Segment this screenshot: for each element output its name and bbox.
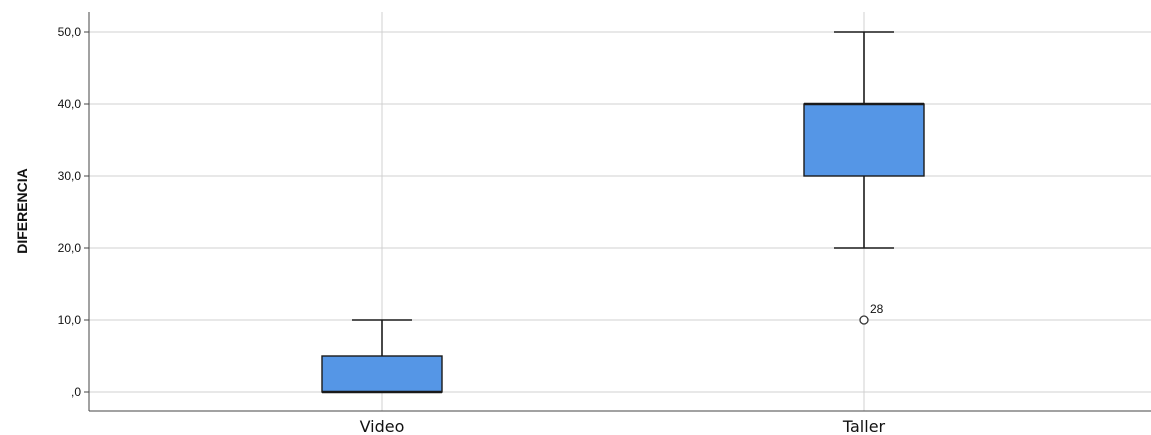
x-tick-label: Taller (842, 417, 886, 435)
x-tick-labels: Video Taller (360, 417, 886, 435)
box-video (322, 320, 442, 392)
axes (84, 12, 1151, 411)
iqr-box (322, 356, 442, 392)
gridlines (89, 12, 1151, 411)
y-tick-label: 40,0 (58, 97, 82, 111)
boxes: 28 (322, 32, 924, 392)
y-tick-label: 20,0 (58, 241, 82, 255)
y-axis-label: DIFERENCIA (14, 168, 30, 254)
y-tick-labels: ,0 10,0 20,0 30,0 40,0 50,0 (58, 25, 82, 399)
y-tick-label: 30,0 (58, 169, 82, 183)
x-tick-label: Video (360, 417, 405, 435)
outlier-point (860, 316, 868, 324)
y-tick-label: ,0 (71, 385, 81, 399)
y-tick-label: 50,0 (58, 25, 82, 39)
outlier-label: 28 (870, 302, 884, 316)
y-tick-label: 10,0 (58, 313, 82, 327)
iqr-box (804, 104, 924, 176)
